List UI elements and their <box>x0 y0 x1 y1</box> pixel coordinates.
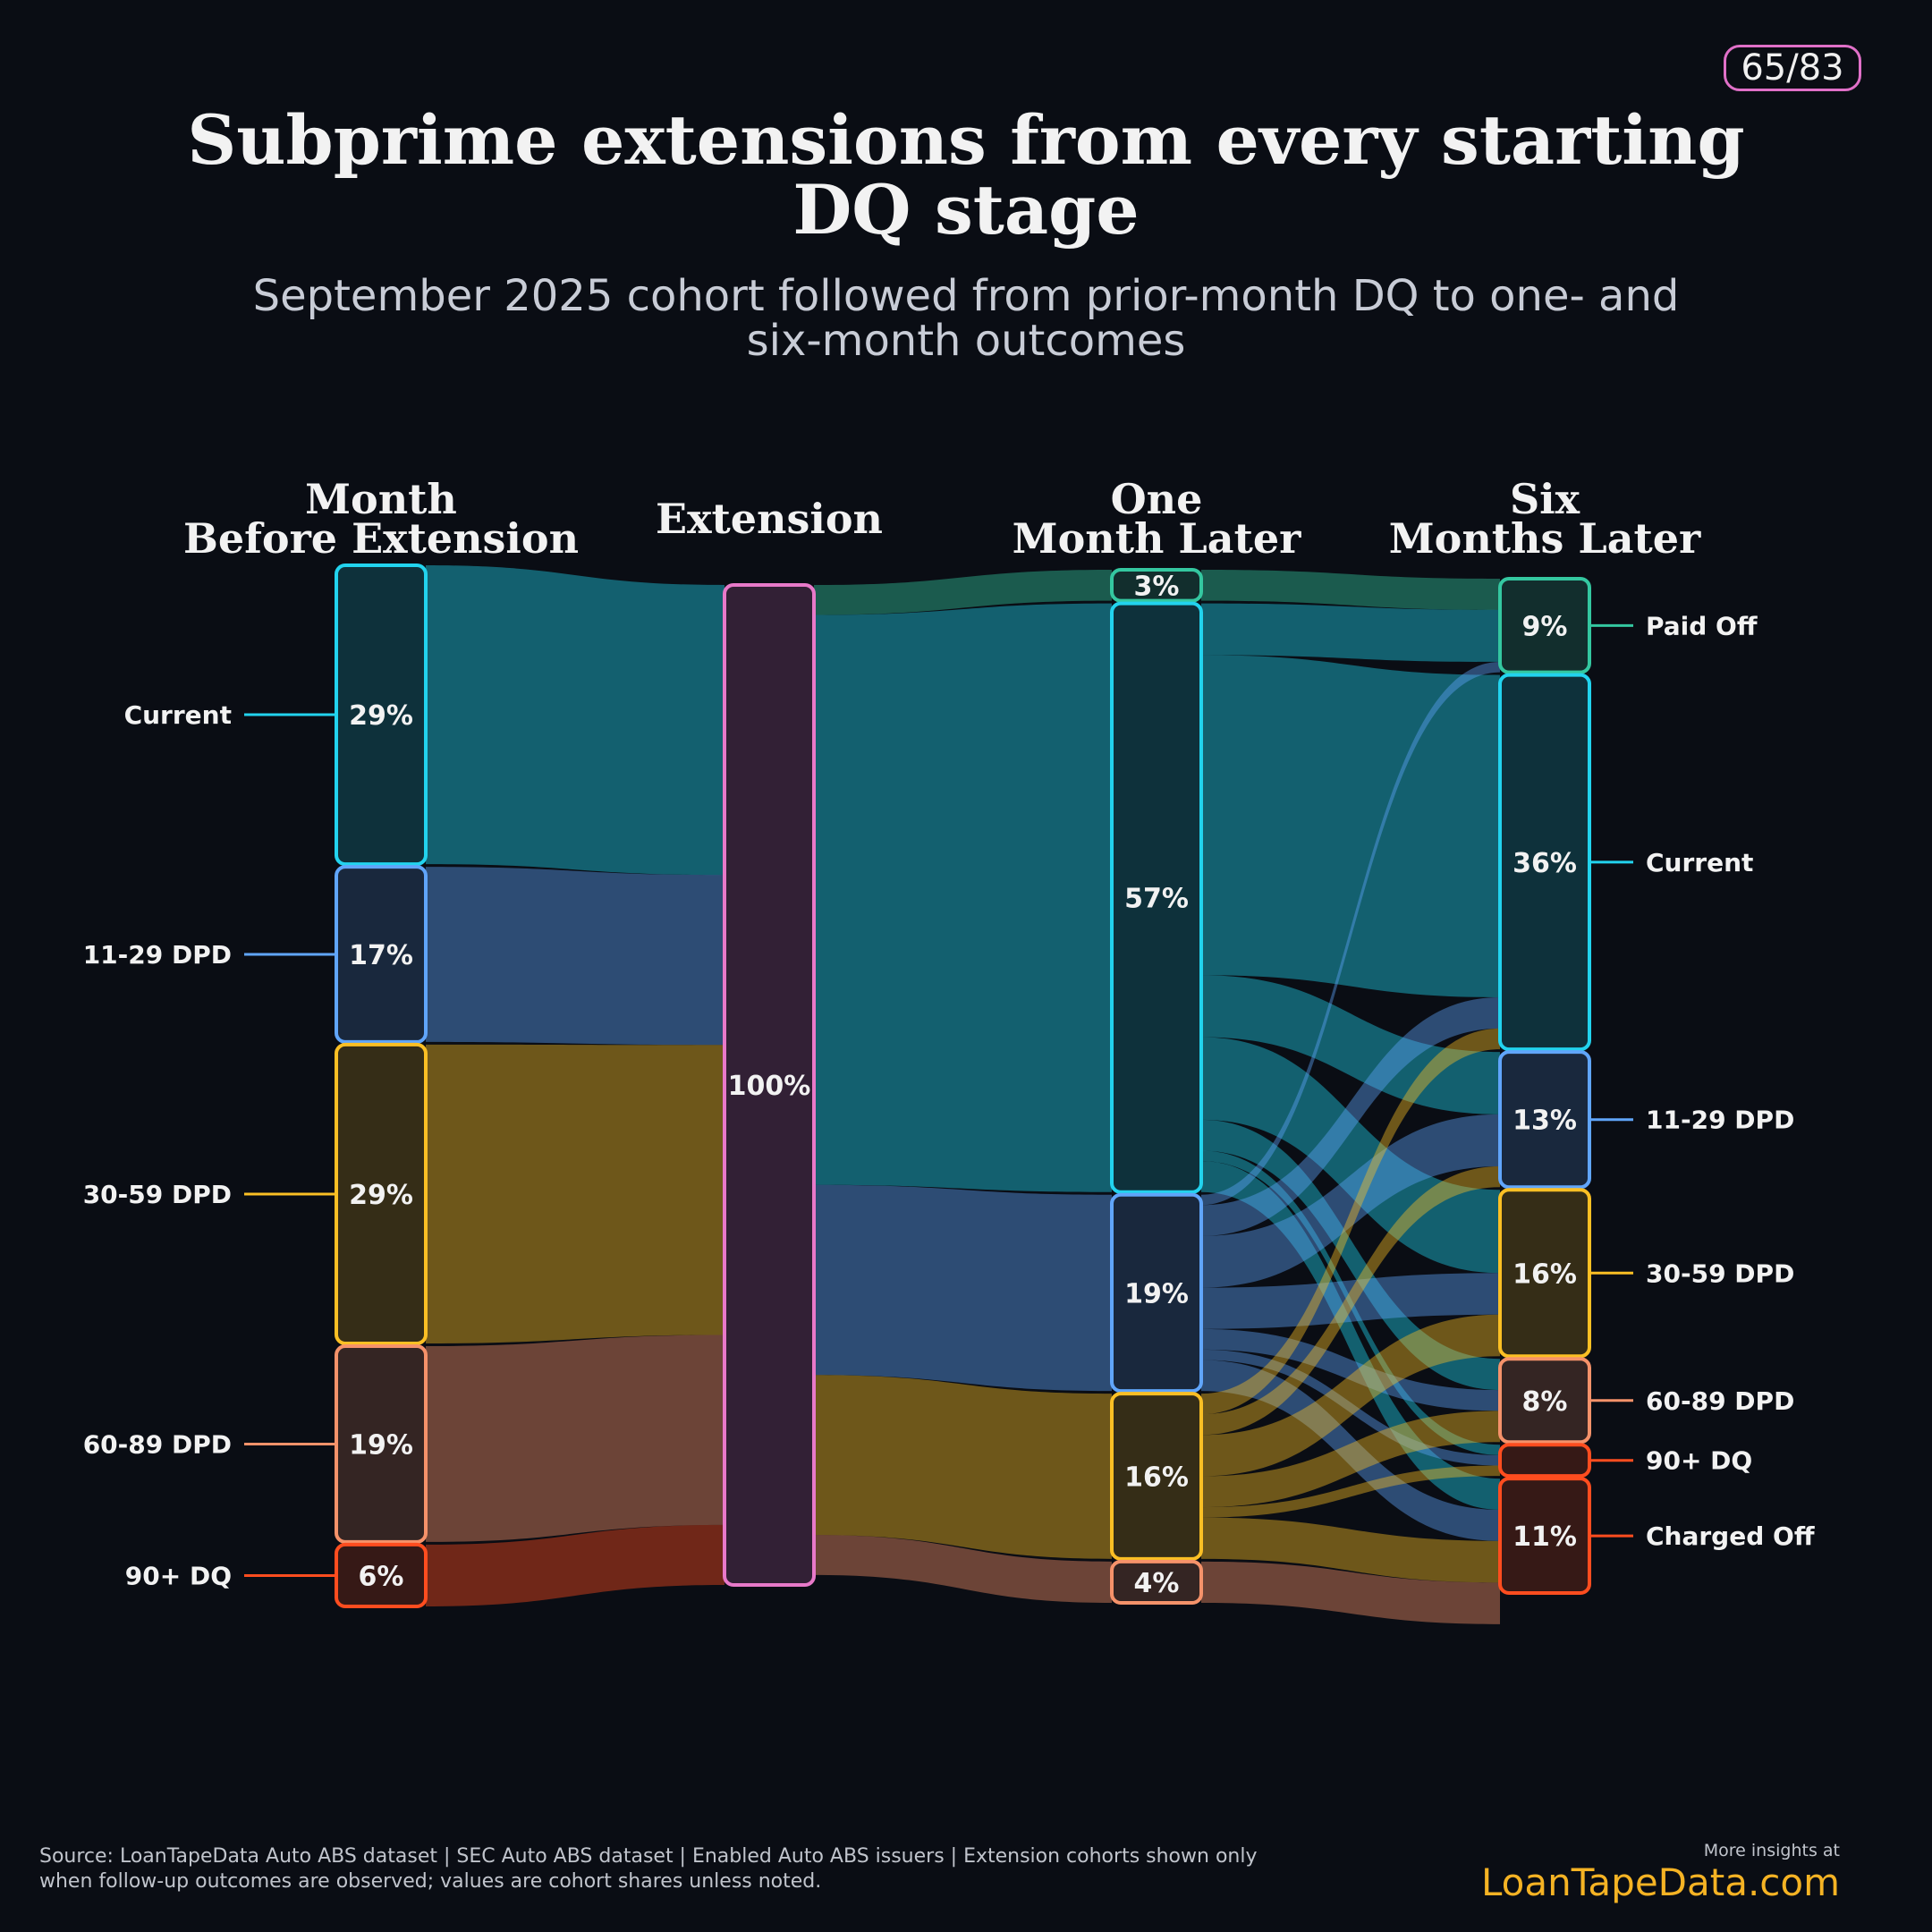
node-value-m6-current: 36% <box>1513 848 1577 879</box>
flow-m1-30-59-dpd-to-m6-90plus-dq <box>1201 1465 1500 1518</box>
node-m1-current <box>1110 601 1203 1194</box>
category-label-m6-current: Current <box>1646 848 1753 877</box>
flow-extension-to-m1-60-89-dpd <box>814 1535 1112 1603</box>
category-label-m6-90plus-dq: 90+ DQ <box>1646 1446 1752 1476</box>
flow-m1-11-29-dpd-to-m6-60-89-dpd <box>1201 1328 1500 1411</box>
category-label-m6-30-59-dpd: 30-59 DPD <box>1646 1258 1794 1288</box>
flow-m1-current-to-m6-60-89-dpd <box>1201 1119 1500 1391</box>
category-label-before-60-89-dpd: 60-89 DPD <box>83 1429 232 1459</box>
flow-m1-current-to-m6-paid-off <box>1201 603 1500 662</box>
node-m1-11-29-dpd <box>1110 1192 1203 1394</box>
category-label-m6-paid-off: Paid Off <box>1646 611 1758 640</box>
flow-m1-current-to-m6-charged-off <box>1201 1161 1500 1510</box>
flow-extension-to-m1-paid-off <box>814 570 1112 615</box>
flow-before-current-to-extension <box>426 565 724 876</box>
node-m6-90plus-dq <box>1498 1443 1591 1479</box>
flow-m1-11-29-dpd-to-m6-30-59-dpd <box>1201 1273 1500 1329</box>
source-note-line-1: Source: LoanTapeData Auto ABS dataset | … <box>39 1845 1258 1868</box>
category-label-before-current: Current <box>124 700 232 730</box>
node-value-before-11-29-dpd: 17% <box>349 940 413 971</box>
flow-m1-11-29-dpd-to-m6-11-29-dpd <box>1201 1114 1500 1288</box>
chart-subtitle: September 2025 cohort followed from prio… <box>0 274 1932 363</box>
flow-before-11-29-dpd-to-extension <box>426 867 724 1046</box>
sankey-labels: 29% 17% 29% 19% 6% 100% 3% 57% 19% 16% 4% 9% 36% 13% 1… <box>83 475 1815 1599</box>
stage-header-ext-line-1: Extension <box>656 495 883 543</box>
flow-extension-to-m1-11-29-dpd <box>814 1184 1112 1392</box>
flow-extension-to-m1-current <box>814 603 1112 1192</box>
stage-header-m6-line-2: Months Later <box>1389 514 1701 563</box>
node-value-m1-11-29-dpd: 19% <box>1124 1278 1189 1309</box>
chart-title-line-1: Subprime extensions from every starting <box>187 100 1745 180</box>
stage-header-m1-line-2: Month Later <box>1013 514 1301 563</box>
flow-m1-current-to-m6-30-59-dpd <box>1201 1037 1500 1274</box>
category-label-before-11-29-dpd: 11-29 DPD <box>83 940 232 970</box>
flow-m1-30-59-dpd-to-m6-11-29-dpd <box>1201 1166 1500 1436</box>
source-note-line-2: when follow-up outcomes are observed; va… <box>39 1870 822 1893</box>
flow-extension-to-m1-30-59-dpd <box>814 1375 1112 1559</box>
node-value-ext-extension: 100% <box>728 1071 811 1102</box>
category-label-before-30-59-dpd: 30-59 DPD <box>83 1180 232 1209</box>
category-label-m6-charged-off: Charged Off <box>1646 1521 1815 1551</box>
node-m1-60-89-dpd <box>1110 1559 1203 1606</box>
node-value-before-60-89-dpd: 19% <box>349 1429 413 1461</box>
source-note: Source: LoanTapeData Auto ABS dataset | … <box>39 1844 1381 1894</box>
stage-header-m1-line-1: One <box>1111 475 1203 523</box>
node-value-before-30-59-dpd: 29% <box>349 1180 413 1211</box>
more-insights-label: More insights at <box>1703 1841 1840 1860</box>
stage-header-m6-line-1: Six <box>1510 475 1580 523</box>
node-m1-paid-off <box>1110 568 1203 603</box>
flow-m1-30-59-dpd-to-m6-30-59-dpd <box>1201 1314 1500 1477</box>
category-label-m6-60-89-dpd: 60-89 DPD <box>1646 1386 1794 1416</box>
node-value-m6-charged-off: 11% <box>1513 1521 1577 1553</box>
flow-m1-11-29-dpd-to-m6-current <box>1201 997 1500 1236</box>
node-m1-30-59-dpd <box>1110 1392 1203 1561</box>
sankey-nodes <box>335 564 1591 1609</box>
brand-link[interactable]: LoanTapeData.com <box>1481 1860 1840 1904</box>
flow-m1-11-29-dpd-to-m6-paid-off <box>1201 662 1500 1206</box>
node-value-m1-paid-off: 3% <box>1134 571 1180 602</box>
chart-subtitle-line-1: September 2025 cohort followed from prio… <box>252 271 1680 321</box>
chart-title-line-2: DQ stage <box>792 170 1140 250</box>
flow-m1-60-89-dpd-to-m6-charged-off <box>1201 1561 1500 1624</box>
flow-m1-current-to-m6-90plus-dq <box>1201 1150 1500 1455</box>
node-value-m1-60-89-dpd: 4% <box>1134 1568 1180 1599</box>
category-label-m6-11-29-dpd: 11-29 DPD <box>1646 1106 1794 1135</box>
node-value-m6-30-59-dpd: 16% <box>1513 1258 1577 1290</box>
flow-m1-current-to-m6-current <box>1201 655 1500 997</box>
page-counter-badge: 65/83 <box>1724 45 1861 91</box>
sankey-links <box>426 565 1500 1624</box>
node-value-m6-paid-off: 9% <box>1522 611 1568 642</box>
node-value-before-current: 29% <box>349 700 413 732</box>
node-value-m6-60-89-dpd: 8% <box>1522 1386 1568 1418</box>
stage-header-before-line-1: Month <box>305 475 457 523</box>
category-label-before-90plus-dq: 90+ DQ <box>125 1561 232 1590</box>
flow-before-90plus-dq-to-extension <box>426 1524 724 1606</box>
flow-m1-11-29-dpd-to-m6-90plus-dq <box>1201 1349 1500 1466</box>
chart-title: Subprime extensions from every starting … <box>0 106 1932 245</box>
flow-m1-30-59-dpd-to-m6-charged-off <box>1201 1517 1500 1583</box>
node-value-m1-current: 57% <box>1124 884 1189 915</box>
flow-m1-30-59-dpd-to-m6-current <box>1201 1028 1500 1415</box>
node-value-m6-11-29-dpd: 13% <box>1513 1106 1577 1137</box>
stage-header-before-line-2: Before Extension <box>183 514 579 563</box>
node-ext-extension <box>723 583 816 1587</box>
flow-m1-30-59-dpd-to-m6-60-89-dpd <box>1201 1411 1500 1508</box>
node-value-m1-30-59-dpd: 16% <box>1124 1462 1189 1493</box>
flow-m1-current-to-m6-11-29-dpd <box>1201 975 1500 1114</box>
flow-before-60-89-dpd-to-extension <box>426 1335 724 1542</box>
node-value-before-90plus-dq: 6% <box>359 1561 404 1592</box>
flow-before-30-59-dpd-to-extension <box>426 1044 724 1343</box>
flow-m1-11-29-dpd-to-m6-charged-off <box>1201 1360 1500 1541</box>
chart-subtitle-line-2: six-month outcomes <box>746 316 1186 366</box>
flow-m1-paid-off-to-m6-paid-off <box>1201 570 1500 610</box>
